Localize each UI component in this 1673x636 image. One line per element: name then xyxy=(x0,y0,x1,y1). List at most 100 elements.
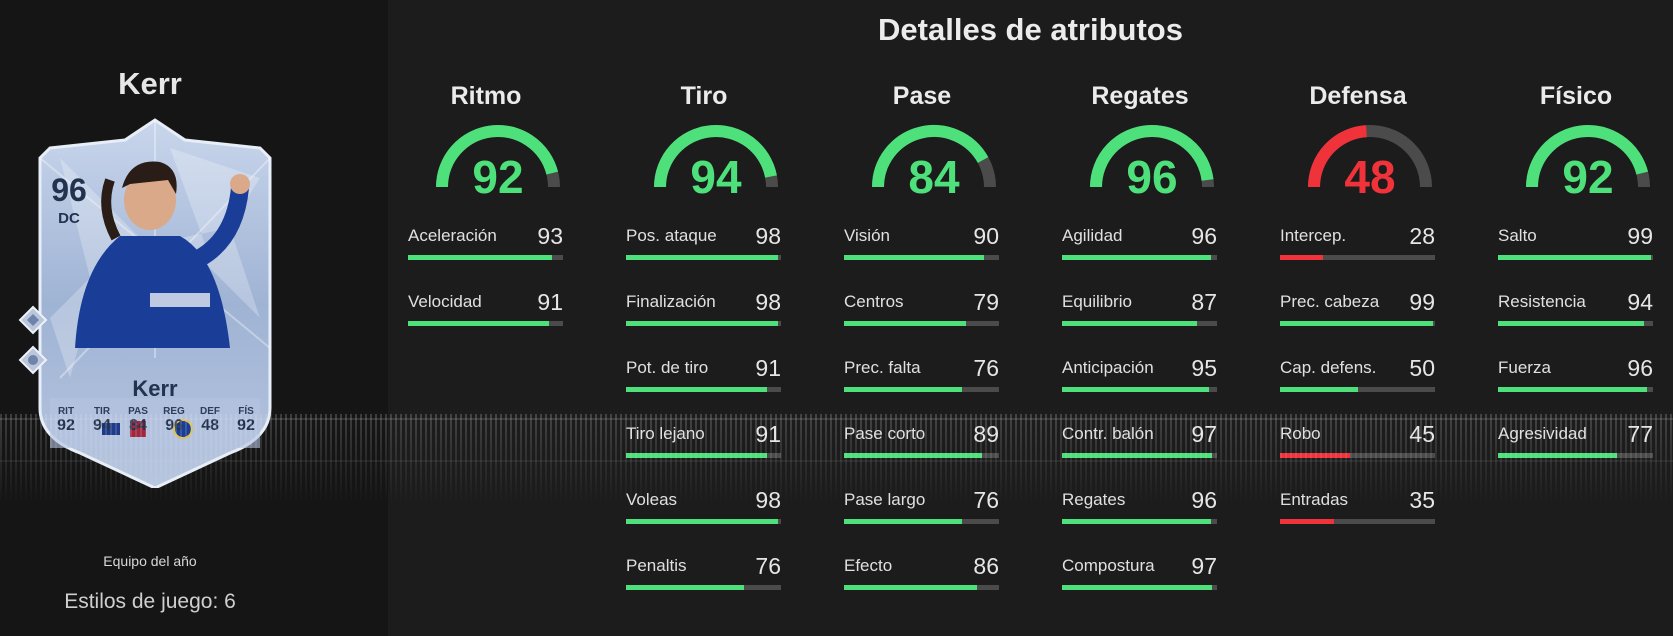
attribute-bar-track xyxy=(1062,321,1217,326)
category-title: Tiro xyxy=(680,82,728,110)
attribute-bar-fill xyxy=(626,585,744,590)
card-rating: 96 xyxy=(51,172,87,208)
attribute-row: Tiro lejano 91 xyxy=(626,421,781,464)
attribute-bar-fill xyxy=(1280,255,1324,260)
attribute-value: 86 xyxy=(973,553,999,579)
attribute-bar-fill xyxy=(626,255,778,260)
card-stat: FÍS 92 xyxy=(228,406,264,435)
attribute-row: Agilidad 96 xyxy=(1062,223,1217,266)
card-position: DC xyxy=(58,210,80,227)
attribute-row: Pot. de tiro 91 xyxy=(626,355,781,398)
card-stat: TIR 94 xyxy=(84,406,120,435)
attribute-label: Resistencia xyxy=(1498,292,1586,311)
category-rating: 92 xyxy=(472,151,524,203)
attribute-bar-fill xyxy=(844,453,982,458)
attribute-label: Aceleración xyxy=(408,226,497,245)
attribute-label: Velocidad xyxy=(408,292,482,311)
attribute-row: Entradas 35 xyxy=(1280,487,1435,530)
attribute-row: Voleas 98 xyxy=(626,487,781,530)
attribute-bar-fill xyxy=(626,519,778,524)
attribute-label: Penaltis xyxy=(626,556,687,575)
attribute-value: 77 xyxy=(1627,421,1653,447)
attribute-bar-track xyxy=(844,453,999,458)
attribute-bar-fill xyxy=(1062,519,1211,524)
attribute-label: Finalización xyxy=(626,292,716,311)
attribute-value: 90 xyxy=(973,223,999,249)
attribute-label: Compostura xyxy=(1062,556,1155,575)
card-stat: REG 96 xyxy=(156,406,192,435)
attribute-label: Regates xyxy=(1062,490,1126,509)
attribute-bar-fill xyxy=(1280,519,1335,524)
card-caption: Equipo del año xyxy=(103,553,197,569)
attribute-row: Fuerza 96 xyxy=(1498,355,1653,398)
card-stat-value: 92 xyxy=(57,417,75,434)
attribute-label: Contr. balón xyxy=(1062,424,1154,443)
card-name: Kerr xyxy=(132,376,178,401)
attribute-row: Cap. defens. 50 xyxy=(1280,355,1435,398)
card-stat-label: DEF xyxy=(200,406,220,417)
attribute-value: 87 xyxy=(1191,289,1217,315)
attribute-column-pase: Pase 84 Visión 90 Centros 79 Prec. falta 76 Pase… xyxy=(844,0,999,636)
attribute-value: 96 xyxy=(1191,487,1217,513)
attribute-label: Tiro lejano xyxy=(626,424,705,443)
attribute-label: Prec. falta xyxy=(844,358,921,377)
rating-gauge xyxy=(1308,125,1432,188)
attribute-row: Pase corto 89 xyxy=(844,421,999,464)
attribute-label: Efecto xyxy=(844,556,893,575)
attribute-value: 93 xyxy=(537,223,563,249)
playstyle-diamond-icon xyxy=(18,345,48,375)
attribute-bar-fill xyxy=(1280,453,1350,458)
attribute-value: 91 xyxy=(537,289,563,315)
card-stats: RIT 92 TIR 94 PAS 84 REG 96 DEF 48 FÍS 92 xyxy=(48,406,264,435)
card-stat: DEF 48 xyxy=(192,406,228,435)
attribute-row: Prec. cabeza 99 xyxy=(1280,289,1435,332)
attribute-row: Agresividad 77 xyxy=(1498,421,1653,464)
card-stat-label: REG xyxy=(163,406,185,417)
attribute-value: 98 xyxy=(755,223,781,249)
attribute-bar-track xyxy=(1498,255,1653,260)
attribute-label: Pase largo xyxy=(844,490,926,509)
attribute-row: Intercep. 28 xyxy=(1280,223,1435,266)
attribute-value: 35 xyxy=(1409,487,1435,513)
attribute-value: 96 xyxy=(1627,355,1653,381)
attribute-bar-fill xyxy=(1498,255,1652,260)
attribute-bar-track xyxy=(626,321,781,326)
attribute-value: 99 xyxy=(1409,289,1435,315)
player-card[interactable]: 96 DC Kerr RIT 92 TIR 94 PAS 84 REG 96 DEF 48… xyxy=(30,118,280,488)
attribute-bar-fill xyxy=(1498,387,1647,392)
attribute-column-tiro: Tiro 94 Pos. ataque 98 Finalización 98 Pot. de… xyxy=(626,0,781,636)
rating-gauge xyxy=(1090,125,1214,188)
attribute-bar-fill xyxy=(408,255,553,260)
attribute-label: Pos. ataque xyxy=(626,226,717,245)
attribute-bar-track xyxy=(1280,519,1435,524)
card-stat-label: RIT xyxy=(57,406,75,417)
attribute-bar-track xyxy=(1062,387,1217,392)
card-frame-icon xyxy=(38,118,272,488)
attribute-column-ritmo: Ritmo 92 Aceleración 93 Velocidad 91 xyxy=(408,0,563,636)
attribute-bar-track xyxy=(844,321,999,326)
attribute-bar-track xyxy=(1062,255,1217,260)
attribute-column-defensa: Defensa 48 Intercep. 28 Prec. cabeza 99 Cap. d… xyxy=(1280,0,1435,636)
attribute-bar-track xyxy=(844,585,999,590)
attribute-bar-track xyxy=(408,255,563,260)
category-rating: 48 xyxy=(1344,151,1396,203)
attribute-row: Centros 79 xyxy=(844,289,999,332)
attribute-label: Agresividad xyxy=(1498,424,1587,443)
attribute-row: Pase largo 76 xyxy=(844,487,999,530)
attribute-bar-fill xyxy=(1062,321,1197,326)
category-title: Pase xyxy=(892,82,952,110)
attribute-bar-fill xyxy=(626,387,768,392)
attribute-bar-track xyxy=(626,387,781,392)
attribute-label: Intercep. xyxy=(1280,226,1347,245)
attribute-row: Compostura 97 xyxy=(1062,553,1217,596)
rating-gauge xyxy=(654,125,778,188)
attribute-bar-fill xyxy=(408,321,550,326)
attribute-label: Agilidad xyxy=(1062,226,1123,245)
attribute-value: 98 xyxy=(755,289,781,315)
attribute-value: 28 xyxy=(1409,223,1435,249)
playstyles-count[interactable]: Estilos de juego: 6 xyxy=(64,590,236,613)
attribute-row: Salto 99 xyxy=(1498,223,1653,266)
attribute-bar-fill xyxy=(1062,585,1213,590)
category-rating: 94 xyxy=(690,151,742,203)
attribute-label: Equilibrio xyxy=(1062,292,1132,311)
